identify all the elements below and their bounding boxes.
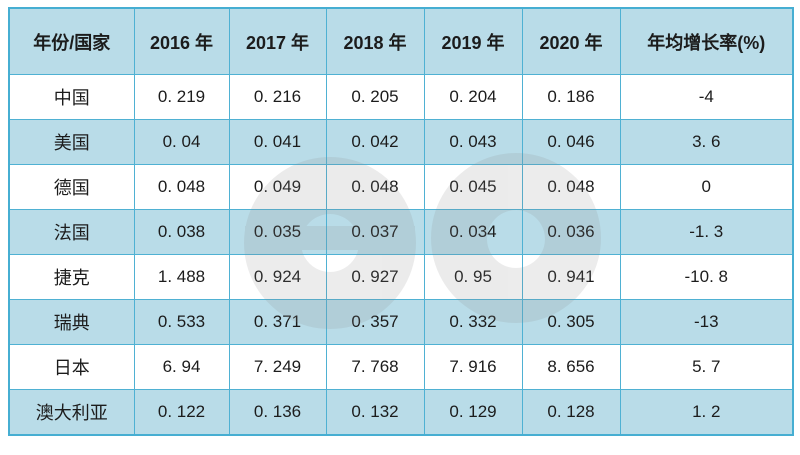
header-cell-2018: 2018 年 xyxy=(325,7,425,75)
value-cell: 0. 048 xyxy=(133,164,230,210)
value-cell: 7. 768 xyxy=(325,344,425,390)
table-row-sweden: 瑞典 0. 533 0. 371 0. 357 0. 332 0. 305 -1… xyxy=(8,299,794,345)
value-cell: 0. 204 xyxy=(423,74,523,120)
growth-rate-cell: -1. 3 xyxy=(619,209,794,255)
value-cell: 0. 042 xyxy=(325,119,425,165)
table-row-czech: 捷克 1. 488 0. 924 0. 927 0. 95 0. 941 -10… xyxy=(8,254,794,300)
value-cell: 0. 04 xyxy=(133,119,230,165)
value-cell: 0. 941 xyxy=(521,254,621,300)
value-cell: 0. 95 xyxy=(423,254,523,300)
value-cell: 0. 035 xyxy=(228,209,327,255)
value-cell: 0. 129 xyxy=(423,389,523,436)
value-cell: 0. 046 xyxy=(521,119,621,165)
value-cell: 1. 488 xyxy=(133,254,230,300)
growth-rate-cell: -13 xyxy=(619,299,794,345)
value-cell: 0. 048 xyxy=(325,164,425,210)
table-row-australia: 澳大利亚 0. 122 0. 136 0. 132 0. 129 0. 128 … xyxy=(8,389,794,436)
value-cell: 0. 034 xyxy=(423,209,523,255)
table-row-china: 中国 0. 219 0. 216 0. 205 0. 204 0. 186 -4 xyxy=(8,74,794,120)
growth-rate-cell: 1. 2 xyxy=(619,389,794,436)
growth-rate-cell: -4 xyxy=(619,74,794,120)
country-cell: 捷克 xyxy=(8,254,135,300)
growth-rate-cell: -10. 8 xyxy=(619,254,794,300)
header-cell-country: 年份/国家 xyxy=(8,7,135,75)
value-cell: 0. 332 xyxy=(423,299,523,345)
value-cell: 0. 371 xyxy=(228,299,327,345)
table-row-france: 法国 0. 038 0. 035 0. 037 0. 034 0. 036 -1… xyxy=(8,209,794,255)
data-table: 年份/国家 2016 年 2017 年 2018 年 2019 年 2020 年… xyxy=(8,7,794,436)
header-cell-2020: 2020 年 xyxy=(521,7,621,75)
header-cell-2016: 2016 年 xyxy=(133,7,230,75)
value-cell: 0. 037 xyxy=(325,209,425,255)
value-cell: 0. 219 xyxy=(133,74,230,120)
value-cell: 0. 205 xyxy=(325,74,425,120)
value-cell: 0. 357 xyxy=(325,299,425,345)
value-cell: 7. 916 xyxy=(423,344,523,390)
growth-rate-cell: 3. 6 xyxy=(619,119,794,165)
value-cell: 0. 043 xyxy=(423,119,523,165)
value-cell: 0. 036 xyxy=(521,209,621,255)
value-cell: 6. 94 xyxy=(133,344,230,390)
country-cell: 中国 xyxy=(8,74,135,120)
value-cell: 0. 533 xyxy=(133,299,230,345)
table-row-germany: 德国 0. 048 0. 049 0. 048 0. 045 0. 048 0 xyxy=(8,164,794,210)
header-row: 年份/国家 2016 年 2017 年 2018 年 2019 年 2020 年… xyxy=(8,7,794,75)
value-cell: 7. 249 xyxy=(228,344,327,390)
value-cell: 0. 048 xyxy=(521,164,621,210)
value-cell: 0. 136 xyxy=(228,389,327,436)
value-cell: 0. 186 xyxy=(521,74,621,120)
country-cell: 德国 xyxy=(8,164,135,210)
header-cell-growth-rate: 年均增长率(%) xyxy=(619,7,794,75)
value-cell: 0. 305 xyxy=(521,299,621,345)
value-cell: 0. 927 xyxy=(325,254,425,300)
value-cell: 0. 132 xyxy=(325,389,425,436)
header-cell-2017: 2017 年 xyxy=(228,7,327,75)
header-cell-2019: 2019 年 xyxy=(423,7,523,75)
table-row-japan: 日本 6. 94 7. 249 7. 768 7. 916 8. 656 5. … xyxy=(8,344,794,390)
country-cell: 瑞典 xyxy=(8,299,135,345)
table-row-usa: 美国 0. 04 0. 041 0. 042 0. 043 0. 046 3. … xyxy=(8,119,794,165)
country-cell: 澳大利亚 xyxy=(8,389,135,436)
value-cell: 0. 049 xyxy=(228,164,327,210)
value-cell: 0. 038 xyxy=(133,209,230,255)
country-cell: 法国 xyxy=(8,209,135,255)
country-cell: 日本 xyxy=(8,344,135,390)
value-cell: 0. 216 xyxy=(228,74,327,120)
growth-rate-cell: 5. 7 xyxy=(619,344,794,390)
value-cell: 0. 924 xyxy=(228,254,327,300)
value-cell: 0. 045 xyxy=(423,164,523,210)
value-cell: 0. 122 xyxy=(133,389,230,436)
country-cell: 美国 xyxy=(8,119,135,165)
value-cell: 8. 656 xyxy=(521,344,621,390)
growth-rate-cell: 0 xyxy=(619,164,794,210)
value-cell: 0. 041 xyxy=(228,119,327,165)
value-cell: 0. 128 xyxy=(521,389,621,436)
